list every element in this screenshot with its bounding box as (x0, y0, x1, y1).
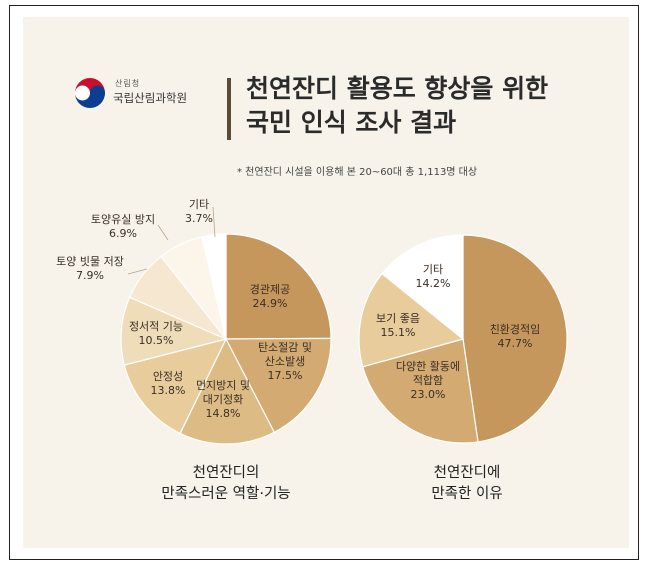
government-emblem-icon (75, 78, 105, 108)
pie-slice (179, 337, 276, 445)
pie-slice (381, 234, 464, 341)
slice-value-label: 7.9% (76, 269, 104, 282)
pie-slice (201, 233, 227, 340)
slice-value-label: 17.5% (268, 369, 303, 382)
slice-value-label: 24.9% (253, 297, 288, 310)
slice-label: 기타 (423, 263, 443, 276)
chart-caption-reasons: 천연잔디에 만족한 이유 (431, 463, 502, 505)
slice-label: 정서적 기능 (129, 320, 183, 333)
slice-label: 보기 좋음 (376, 312, 420, 325)
chart-caption-roles: 천연잔디의 만족스러운 역할·기능 (161, 463, 290, 505)
slice-value-label: 15.1% (381, 326, 416, 339)
slice-label: 탄소절감 및 산소발생 (258, 341, 312, 368)
slice-value-label: 14.2% (416, 277, 451, 290)
org-subtitle: 산림청 (115, 79, 141, 88)
leader-line (127, 268, 148, 275)
title-accent-bar (227, 78, 231, 140)
chart-caption-roles-line2: 만족스러운 역할·기능 (161, 486, 291, 502)
title-line-1: 천연잔디 활용도 향상을 위한 (246, 74, 549, 103)
leader-line (157, 224, 169, 241)
slice-label: 먼지방지 및 대기정화 (196, 379, 250, 406)
slice-value-label: 10.5% (139, 334, 174, 347)
slice-label: 다양한 활동에 적합함 (396, 359, 460, 387)
leader-line (212, 206, 216, 238)
slice-label: 경관제공 (250, 283, 290, 296)
pie-slice (462, 234, 568, 443)
slice-label: 토양 빗물 저장 (56, 255, 124, 268)
pie-slice (225, 233, 332, 340)
chart-caption-roles-line1: 천연잔디의 (192, 465, 260, 481)
slice-label: 토양유실 방지 (91, 213, 155, 226)
slice-label: 친환경적임 (490, 323, 541, 336)
slice-label: 기타 (189, 198, 209, 211)
slice-value-label: 6.9% (109, 227, 137, 240)
pie-slice (123, 338, 228, 435)
pie-slice (362, 338, 479, 444)
survey-note: * 천연잔디 시설을 이용해 본 20~60대 총 1,113명 대상 (237, 167, 478, 178)
pie-slice (225, 337, 332, 434)
page-title: 천연잔디 활용도 향상을 위한 국민 인식 조사 결과 (246, 72, 548, 140)
slice-value-label: 23.0% (411, 388, 446, 401)
chart-caption-reasons-line1: 천연잔디에 (433, 465, 501, 481)
org-name: 국립산림과학원 (113, 91, 188, 105)
slice-label: 안정성 (153, 370, 183, 383)
chart-caption-reasons-line2: 만족한 이유 (431, 486, 503, 502)
slice-value-label: 13.8% (151, 384, 186, 397)
slice-value-label: 47.7% (498, 337, 533, 350)
pie-slice (358, 272, 465, 368)
slice-value-label: 3.7% (185, 212, 213, 225)
slice-value-label: 14.8% (206, 407, 241, 420)
title-line-2: 국민 인식 조사 결과 (246, 108, 457, 137)
pie-slice (120, 296, 228, 366)
